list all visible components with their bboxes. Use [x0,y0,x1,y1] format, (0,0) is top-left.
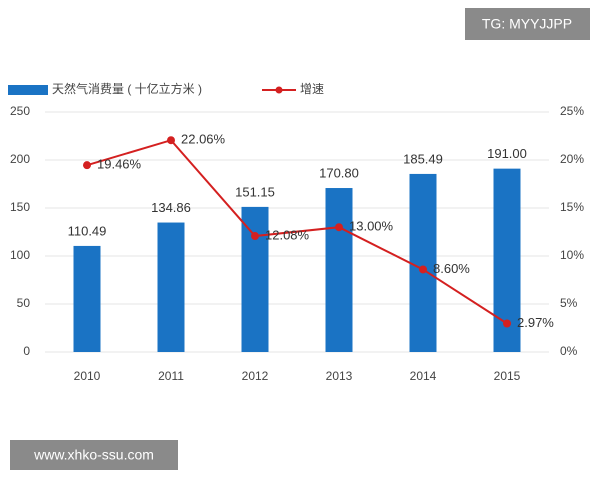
bar [241,206,269,352]
line-marker [335,223,343,232]
bar [409,173,437,352]
y-tick-label: 150 [10,200,30,214]
legend-swatch [8,85,48,95]
y2-tick-label: 0% [560,344,578,358]
y-tick-label: 50 [17,296,31,310]
bar-value-label: 185.49 [403,151,443,166]
line-marker [83,161,91,170]
line-value-label: 22.06% [181,132,226,147]
x-tick-label: 2012 [242,369,269,383]
y2-tick-label: 15% [560,200,584,214]
line-marker [503,319,511,328]
y2-tick-label: 25% [560,104,584,118]
x-tick-label: 2015 [494,369,521,383]
line-marker [167,136,175,145]
line-value-label: 8.60% [433,261,470,276]
x-tick-label: 2014 [410,369,437,383]
bar-value-label: 191.00 [487,146,527,161]
bar-value-label: 170.80 [319,165,359,180]
bar [73,245,101,352]
line-value-label: 12.08% [265,227,310,242]
x-tick-label: 2013 [326,369,353,383]
bar [325,188,353,352]
y2-tick-label: 10% [560,248,584,262]
line-value-label: 2.97% [517,315,554,330]
legend-label: 天然气消费量 ( 十亿立方米 ) [52,81,202,96]
x-tick-label: 2011 [158,369,184,383]
line [86,139,508,325]
line-marker [419,265,427,274]
y2-tick-label: 5% [560,296,578,310]
y-tick-label: 0 [23,344,30,358]
y-tick-label: 200 [10,152,30,166]
bar [157,222,185,352]
legend-marker [275,86,283,94]
line-value-label: 13.00% [349,219,394,234]
x-tick-label: 2010 [74,369,101,383]
bar-value-label: 134.86 [151,200,191,215]
watermark: TG: MYYJJPP [482,16,572,32]
watermark: www.xhko-ssu.com [33,447,154,463]
watermark-box [465,8,590,40]
legend-label: 增速 [300,82,324,96]
watermark-box [10,440,178,470]
y-tick-label: 250 [10,104,30,118]
bar-value-label: 110.49 [68,223,107,238]
line-marker [251,232,259,241]
bar-value-label: 151.15 [235,184,275,199]
y-tick-label: 100 [10,248,30,262]
line-value-label: 19.46% [97,157,142,172]
y2-tick-label: 20% [560,152,584,166]
